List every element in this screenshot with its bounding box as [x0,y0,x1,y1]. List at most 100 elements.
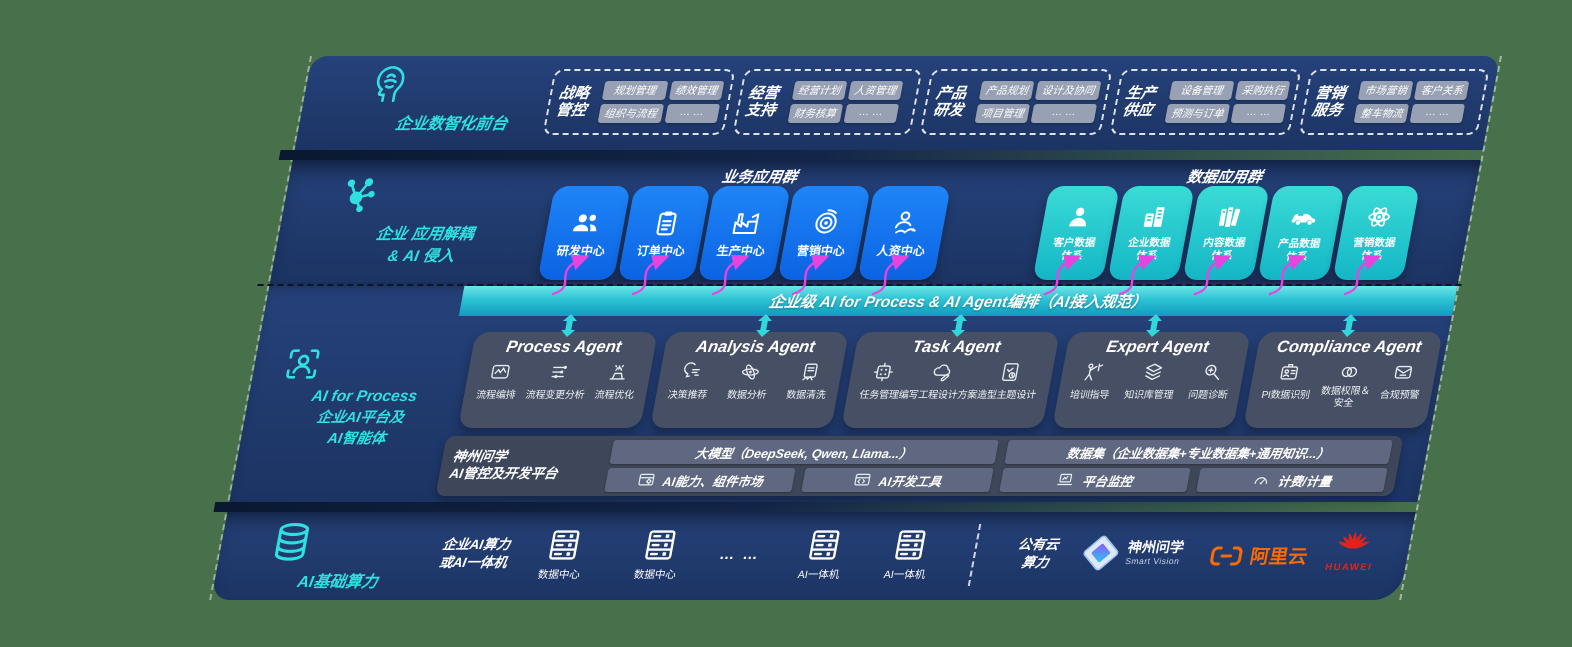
vendor-alibaba-cloud: 阿里云 [1207,542,1310,569]
billing-bar: 计费/计量 [1195,468,1388,492]
ai-layer-label-cn: 企业AI平台及 AI智能体 [315,410,406,447]
front-group-title: 营销 服务 [1310,84,1347,119]
permission-icon [1336,361,1362,383]
database-icon [266,520,424,564]
molecule-icon [334,174,530,218]
front-chip: 规划管理 [601,81,668,100]
sliders-icon [546,361,572,383]
alert-mail-icon [1391,361,1417,383]
datacenter-node: 数据中心 [537,526,589,582]
data-system-marketing: 营销数据 体系 [1332,186,1420,280]
task-agent-box: Task Agent 任务管理 编写工程设计方案 造型主题设计 [841,332,1060,428]
apps-layer-label-block: 企业 应用解耦 & AI 侵入 [325,174,530,266]
vendor-name: HUAWEI [1324,562,1374,573]
front-chip: 预测与订单 [1164,104,1231,123]
server-icon [638,526,683,564]
agent-capability: 合规预警 [1377,361,1425,409]
front-chip: 项目管理 [974,104,1031,123]
layers-icon [1140,361,1166,383]
business-app-rd-center: 研发中心 [537,186,631,280]
front-group-title: 生产 供应 [1121,84,1158,119]
clipboard-icon [648,208,684,238]
platform-panel: 神州问学 AI管控及开发平台 大模型（DeepSeek, Qwen, Llama… [435,436,1404,496]
devtools-bar: AI开发工具 [801,468,994,492]
person-icon [1062,203,1095,231]
content-files-icon [1212,203,1245,231]
business-app-label: 人资中心 [875,243,927,258]
agent-capability: 任务管理 [858,361,905,401]
orchestration-band-label: 企业级 AI for Process & AI Agent编排（AI接入规范） [767,294,1149,311]
person-scan-icon [279,344,461,384]
ai-layer-label-en: AI for Process [310,388,419,405]
atom-icon [1362,203,1395,231]
front-group-supply: 生产 供应 设备管理 采购执行 预测与订单 … … [1109,69,1302,135]
agent-capability: 流程变更分析 [524,361,590,401]
dev-tools-icon [851,471,872,489]
data-group-title: 数据应用群 [1185,169,1264,186]
front-chip: … … [1030,104,1097,123]
smartvision-logo-icon [1078,534,1123,572]
agent-capability: PI数据识别 [1259,361,1316,409]
front-layer-label-block: 企业数智化前台 [360,64,553,134]
layer-ai: 企业级 AI for Process & AI Agent编排（AI接入规范） … [229,282,1462,502]
public-cloud-label: 公有云 算力 [1016,537,1061,570]
front-group-strategy: 战略 管控 规划管理 绩效管理 组织与流程 … … [542,69,736,135]
front-group-title: 产品 研发 [931,84,968,119]
monitor-bar: 平台监控 [998,468,1191,492]
front-chip: 财务核算 [787,104,843,123]
front-chip: 经营计划 [791,81,847,100]
brain-head-icon [365,64,553,106]
business-app-order-center: 订单中心 [617,186,711,280]
diagnose-icon [1199,361,1225,383]
data-clean-icon [797,361,823,383]
ai-layer-label-block: AI for Process 企业AI平台及 AI智能体 [267,344,461,448]
gauge-icon [1250,471,1271,489]
agent-title: Task Agent [911,338,1003,356]
agent-capability: 培训指导 [1069,361,1116,401]
tablet-check-icon [998,361,1024,383]
vendor-huawei: HUAWEI [1324,524,1380,573]
model-bar: 大模型（DeepSeek, Qwen, Llama...） [609,440,999,464]
component-market-icon [635,471,656,489]
server-icon [888,526,933,564]
front-chip: 设计及协同 [1035,81,1102,100]
vendor-name: 神州问学 [1126,539,1186,556]
infra-layer-label-block: AI基础算力 [261,520,424,592]
front-group-title: 经营 支持 [743,84,781,119]
platform-label: 神州问学 AI管控及开发平台 [448,449,560,481]
ellipsis-nodes: … … [718,546,762,563]
agent-capability: 数据清洗 [785,361,832,401]
data-system-customer: 客户数据 体系 [1032,186,1120,280]
front-chip: … … [843,104,899,123]
front-chip: 客户关系 [1414,81,1470,100]
apps-layer-label: 企业 应用解耦 & AI 侵入 [374,226,476,265]
front-chip: 整车物流 [1353,104,1410,123]
front-chip: 设备管理 [1168,81,1235,100]
platform-model-half: 大模型（DeepSeek, Qwen, Llama...） AI能力、组件市场 … [604,440,999,492]
layer-front: 企业数智化前台 战略 管控 规划管理 绩效管理 组织与流程 … … 经营 支持 … [294,56,1500,150]
agents-row: Process Agent 流程编排 流程变更分析 流程优化 Analysis … [458,332,1443,428]
compliance-agent-box: Compliance Agent PI数据识别 数据权限＆安全 合规预警 [1243,332,1443,428]
process-agent-box: Process Agent 流程编排 流程变更分析 流程优化 [458,332,658,428]
cloud-edit-icon [929,361,955,383]
node-label: 数据中心 [632,569,677,581]
infra-layer-label: AI基础算力 [295,574,379,591]
team-icon [568,208,604,238]
business-app-label: 研发中心 [555,243,607,258]
business-group-title: 业务应用群 [720,169,799,186]
front-chip: … … [1230,104,1287,123]
node-label: AI一体机 [796,569,841,581]
ai-appliance-node: AI一体机 [883,526,935,582]
agent-capability: 编写工程设计方案 [898,361,984,401]
data-system-product: 产品数据 体系 [1257,186,1345,280]
people-flow-icon [888,208,924,238]
flow-chart-icon [487,361,513,383]
huawei-logo-icon [1334,524,1374,554]
capability-market-bar: AI能力、组件市场 [604,468,796,492]
vendor-name: 阿里云 [1248,547,1310,568]
server-icon [802,526,847,564]
business-app-marketing-center: 营销中心 [777,186,871,280]
front-group-marketing: 营销 服务 市场营销 客户关系 整车物流 … … [1298,69,1490,135]
agent-capability: 数据分析 [726,361,773,401]
expert-agent-box: Expert Agent 培训指导 知识库管理 问题诊断 [1051,332,1252,428]
